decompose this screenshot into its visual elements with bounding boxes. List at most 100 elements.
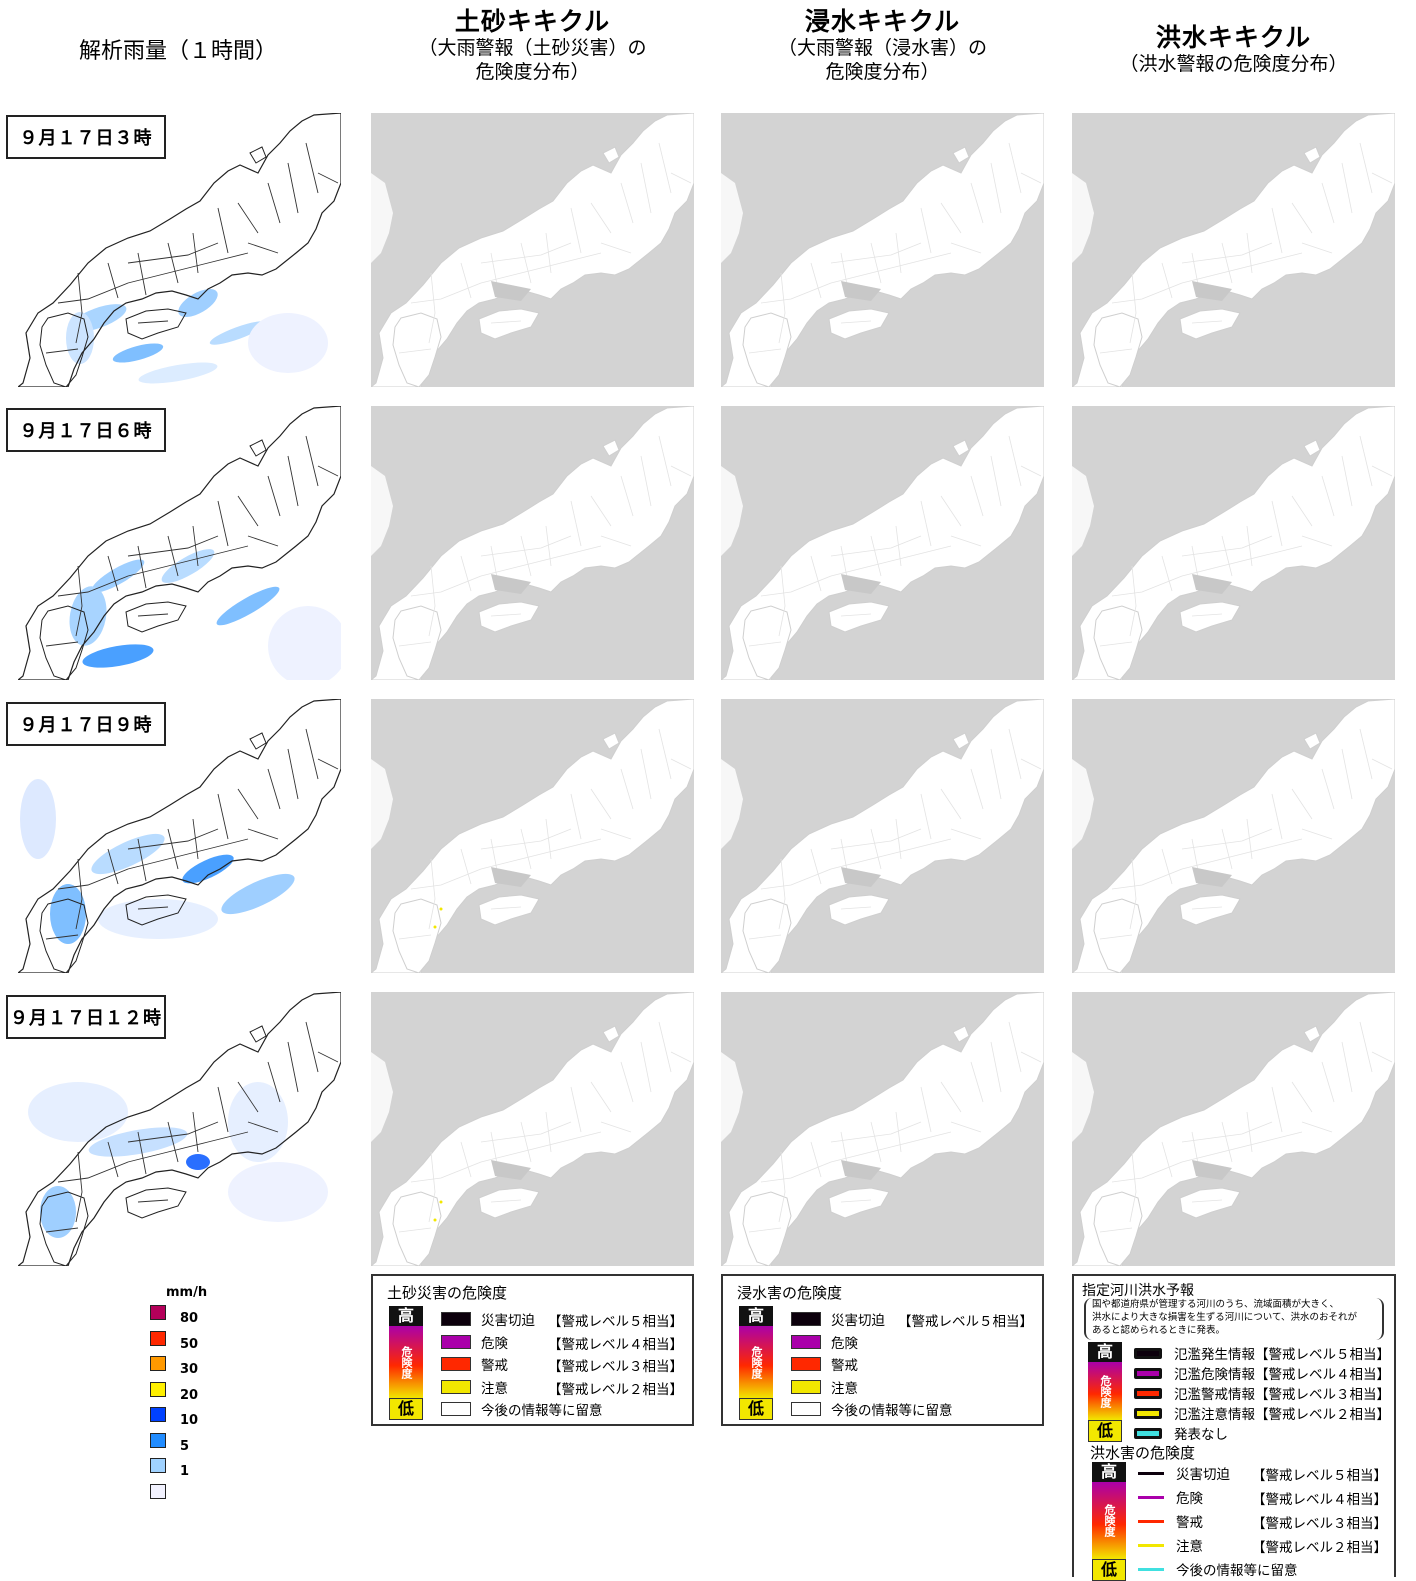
legend-swatch — [441, 1379, 471, 1394]
rain-legend-label: 80 — [180, 1311, 199, 1327]
flood-line-swatch — [1138, 1471, 1164, 1475]
flood-risk-label: 危険 — [1176, 1491, 1203, 1507]
legend-level: 【警戒レベル５相当】 — [548, 1314, 683, 1330]
gauge-mid: 危険度 — [1103, 1504, 1116, 1537]
dosha-legend: 土砂災害の危険度 高危険度低 災害切迫 【警戒レベル５相当】危険 【警戒レベル４相当】… — [371, 1274, 694, 1426]
gauge-bar: 危険度 — [739, 1326, 773, 1398]
legend-swatch — [791, 1312, 821, 1326]
header-dosha-title: 土砂キキクル — [454, 7, 611, 36]
rain-legend-swatch — [150, 1432, 166, 1448]
legend-level: 【警戒レベル４相当】 — [548, 1336, 683, 1353]
map-kozui-3 — [1072, 699, 1395, 973]
rain-legend-label: 1 — [180, 1464, 190, 1480]
gauge-low: 低 — [739, 1398, 773, 1420]
risk-gauge: 高危険度低 — [389, 1306, 423, 1420]
rain-legend: mm/h 80 50 30 20 10 5 1 — [150, 1285, 207, 1504]
rain-legend-swatch — [150, 1407, 166, 1423]
kozui-legend-title: 指定河川洪水予報 — [1082, 1283, 1194, 1299]
time-label-3: ９月１７日９時 — [6, 702, 166, 746]
gauge-bar: 危険度 — [1092, 1482, 1126, 1559]
map-dosha-1 — [371, 113, 694, 387]
map-kozui-1 — [1072, 113, 1395, 387]
rain-legend-row: 20 — [150, 1377, 207, 1403]
header-shinsui-sub1: （大雨警報（浸水害）の — [777, 37, 987, 60]
flood-line-swatch — [1138, 1567, 1164, 1571]
rain-legend-label: 5 — [180, 1438, 190, 1454]
rain-legend-swatch — [150, 1458, 166, 1474]
map-rain-3 — [18, 699, 341, 973]
legend-row: 危険 — [791, 1333, 858, 1352]
river-swatch — [1134, 1387, 1162, 1399]
gauge-mid: 危険度 — [400, 1345, 413, 1379]
shinsui-legend-title: 浸水害の危険度 — [737, 1284, 843, 1302]
rain-legend-row: 10 — [150, 1402, 207, 1428]
legend-label: 危険 — [831, 1335, 858, 1352]
legend-label: 注意 — [481, 1380, 508, 1397]
gauge-high: 高 — [1092, 1462, 1126, 1482]
gauge-high: 高 — [389, 1306, 423, 1326]
risk-gauge: 高危険度低 — [1092, 1462, 1126, 1581]
kozui-legend-title2: 洪水害の危険度 — [1090, 1444, 1196, 1462]
rain-legend-swatch — [150, 1305, 166, 1321]
river-label: 氾濫注意情報【警戒レベル２相当】 — [1174, 1407, 1390, 1423]
map-dosha-3 — [371, 699, 694, 973]
flood-risk-row: 警戒 — [1138, 1512, 1203, 1531]
rain-legend-label: 30 — [180, 1362, 199, 1378]
rain-legend-rows: 80 50 30 20 10 5 1 — [150, 1300, 207, 1504]
time-label-4: ９月１７日１２時 — [6, 995, 166, 1039]
gauge-low: 低 — [389, 1398, 423, 1420]
rain-legend-row: 30 — [150, 1351, 207, 1377]
river-forecast-row: 氾濫発生情報【警戒レベル５相当】 — [1134, 1344, 1390, 1363]
flood-risk-label: 注意 — [1176, 1539, 1203, 1555]
legend-label: 警戒 — [481, 1358, 508, 1374]
legend-label: 災害切迫 — [831, 1313, 885, 1329]
kozui-note-line2: 洪水により大きな損害を生ずる河川について、洪水のおそれが — [1092, 1312, 1358, 1323]
flood-risk-level: 【警戒レベル４相当】 — [1252, 1492, 1387, 1508]
rain-legend-swatch — [150, 1356, 166, 1372]
kozui-note-line3: あると認められるときに発表。 — [1092, 1325, 1226, 1336]
gauge-high: 高 — [1088, 1342, 1122, 1362]
legend-level: 【警戒レベル５相当】 — [898, 1314, 1033, 1330]
gauge-low: 低 — [1092, 1559, 1126, 1581]
legend-swatch — [791, 1357, 821, 1371]
header-shinsui-sub2: 危険度分布） — [825, 61, 940, 83]
kozui-legend-note: 国や都道府県が管理する河川のうち、流域面積が大きく、 洪水により大きな損害を生ず… — [1084, 1298, 1384, 1340]
map-shinsui-1 — [721, 113, 1044, 387]
legend-swatch — [441, 1402, 471, 1416]
rain-legend-swatch — [150, 1381, 166, 1397]
header-rain-title: 解析雨量（１時間） — [78, 39, 277, 64]
legend-row: 災害切迫 — [441, 1310, 535, 1329]
legend-swatch — [791, 1402, 821, 1416]
river-forecast-row: 氾濫警戒情報【警戒レベル３相当】 — [1134, 1384, 1390, 1403]
flood-risk-row: 今後の情報等に留意 — [1138, 1560, 1298, 1579]
flood-risk-label: 今後の情報等に留意 — [1176, 1563, 1298, 1579]
legend-row: 今後の情報等に留意 — [441, 1400, 603, 1419]
flood-risk-level: 【警戒レベル５相当】 — [1252, 1468, 1387, 1484]
river-forecast-row: 氾濫注意情報【警戒レベル２相当】 — [1134, 1404, 1390, 1423]
flood-risk-label: 警戒 — [1176, 1515, 1203, 1531]
time-label-1: ９月１７日３時 — [6, 115, 166, 159]
gauge-bar: 危険度 — [389, 1326, 423, 1398]
flood-risk-row: 災害切迫 — [1138, 1464, 1230, 1483]
header-dosha: 土砂キキクル （大雨警報（土砂災害）の 危険度分布） — [371, 6, 694, 85]
header-kozui-sub1: （洪水警報の危険度分布） — [1119, 53, 1348, 76]
rain-legend-row: 80 — [150, 1300, 207, 1326]
map-kozui-2 — [1072, 406, 1395, 680]
header-dosha-sub1: （大雨警報（土砂災害）の — [418, 37, 647, 60]
river-label: 氾濫警戒情報【警戒レベル３相当】 — [1174, 1387, 1390, 1403]
river-swatch — [1134, 1407, 1162, 1419]
rain-legend-row: 1 — [150, 1453, 207, 1479]
dosha-legend-title: 土砂災害の危険度 — [387, 1284, 508, 1302]
river-forecast-row: 氾濫危険情報【警戒レベル４相当】 — [1134, 1364, 1390, 1383]
legend-row: 警戒 — [791, 1355, 858, 1374]
flood-line-swatch — [1138, 1543, 1164, 1547]
legend-swatch — [791, 1334, 821, 1349]
rain-legend-swatch — [150, 1483, 166, 1499]
legend-row: 注意 — [441, 1378, 508, 1397]
legend-label: 危険 — [481, 1335, 508, 1352]
rain-legend-label: 10 — [180, 1413, 199, 1429]
legend-label: 災害切迫 — [481, 1313, 535, 1329]
legend-swatch — [441, 1312, 471, 1326]
flood-risk-level: 【警戒レベル３相当】 — [1252, 1516, 1387, 1532]
legend-row: 注意 — [791, 1378, 858, 1397]
